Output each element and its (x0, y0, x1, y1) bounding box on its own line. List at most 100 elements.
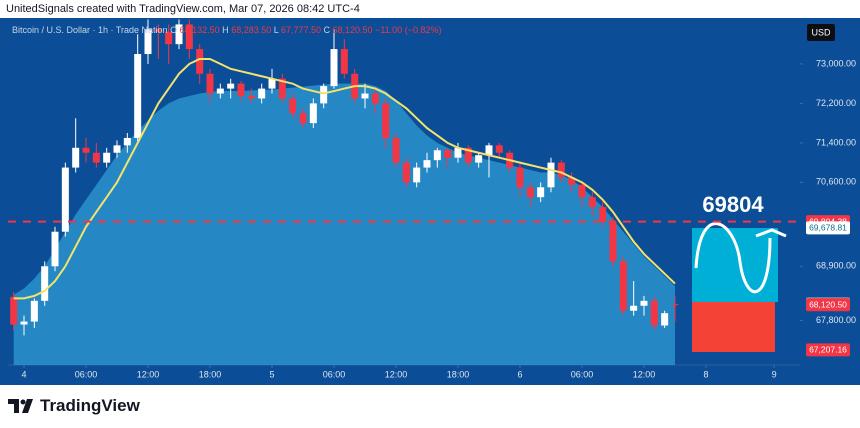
candle-body (196, 49, 204, 74)
legend-value: 68,283.50 (231, 25, 271, 35)
candle-body (289, 98, 297, 114)
candle-body (103, 152, 111, 163)
logo-text: TradingView (40, 396, 140, 415)
currency-label[interactable]: USD (811, 27, 831, 37)
legend-value: 68,120.50 (333, 25, 373, 35)
candle-body (433, 150, 441, 161)
forecast-curve (694, 222, 772, 294)
x-tick-label: 5 (269, 369, 274, 379)
candle-body (82, 147, 90, 153)
candle-body (165, 31, 173, 45)
legend-key: O (170, 25, 177, 35)
x-tick-label: 6 (517, 369, 522, 379)
moving-average (13, 57, 676, 300)
x-tick-label: 18:00 (447, 369, 470, 379)
stop-box (692, 302, 775, 352)
x-tick-label: 12:00 (137, 369, 160, 379)
logo-mark (8, 399, 33, 413)
candle-body (72, 147, 80, 168)
attribution: UnitedSignals created with TradingView.c… (6, 3, 360, 15)
candle-body (237, 83, 245, 96)
price-label-box (806, 221, 850, 235)
price-label-box (806, 343, 850, 357)
x-tick-label: 12:00 (633, 369, 656, 379)
candle-body (630, 305, 638, 311)
currency-button[interactable] (807, 24, 835, 41)
candle-body (475, 155, 483, 163)
y-tick-label: 70,600.00 (816, 177, 856, 187)
candle-body (154, 29, 162, 32)
candle-body (61, 167, 69, 232)
legend-key: C (324, 25, 331, 35)
candle-body (247, 95, 255, 99)
price-label: 68,120.50 (809, 300, 847, 310)
candle-body (113, 145, 121, 153)
candle-body (299, 113, 307, 124)
candle-body (361, 93, 369, 99)
candle-body (640, 300, 648, 306)
candle-body (20, 321, 28, 325)
candle-body (547, 162, 555, 188)
annotation: 69804 (702, 192, 764, 217)
candle-body (495, 145, 503, 153)
x-tick-label: 9 (772, 369, 777, 379)
candle-body (650, 300, 658, 326)
y-tick-label: 71,400.00 (816, 137, 856, 147)
candle-body (537, 187, 545, 198)
legend: Bitcoin / U.S. Dollar · 1h · Trade Natio… (12, 25, 441, 35)
logo: TradingView (8, 396, 140, 416)
price-label: 67,207.16 (809, 345, 847, 355)
candle-body (557, 162, 565, 178)
candle-body (619, 261, 627, 311)
candle-body (144, 29, 152, 55)
candle-body (671, 304, 679, 306)
x-tick-label: 18:00 (199, 369, 222, 379)
candle-body (526, 187, 534, 198)
candle-body (464, 147, 472, 163)
candle-body (578, 184, 586, 198)
candle-body (413, 167, 421, 183)
candle-body (227, 83, 235, 89)
legend-value: 67,777.50 (281, 25, 321, 35)
candle-body (485, 145, 493, 156)
legend-key: H (222, 25, 229, 35)
y-tick-label: 68,900.00 (816, 261, 856, 271)
candle-body (206, 73, 214, 94)
y-tick-label: 72,200.00 (816, 98, 856, 108)
legend-title: Bitcoin / U.S. Dollar · 1h · Trade Natio… (12, 25, 168, 35)
candle-body (10, 296, 18, 325)
candle-body (309, 103, 317, 124)
band-area (13, 83, 675, 365)
candle-body (371, 93, 379, 104)
candle-body (30, 300, 38, 322)
candle-body (268, 78, 276, 89)
candle-body (123, 137, 131, 146)
candle-body (402, 162, 410, 183)
legend-change: −11.00 (−0.82%) (375, 25, 441, 35)
candle-body (382, 103, 390, 138)
x-tick-label: 06:00 (571, 369, 594, 379)
candle-body (92, 152, 100, 163)
x-tick-label: 12:00 (385, 369, 408, 379)
y-tick-label: 73,000.00 (816, 58, 856, 68)
x-tick-label: 06:00 (75, 369, 98, 379)
legend-value: 68,132.50 (180, 25, 220, 35)
chart: 69804 Bitcoin / U.S. Dollar · 1h · Trade… (0, 18, 860, 385)
candle-body (392, 137, 400, 163)
candle-body (175, 24, 183, 45)
candle-body (278, 78, 286, 99)
y-tick-label: 67,800.00 (816, 315, 856, 325)
candle-body (661, 313, 669, 326)
forecast-arrowhead (755, 228, 787, 238)
candle-body (258, 88, 266, 99)
candle-body (444, 150, 452, 158)
candle-body (516, 167, 524, 188)
price-label: 69,678.81 (809, 223, 847, 233)
candle-body (609, 221, 617, 262)
candle-body (134, 54, 142, 138)
candle-body (599, 207, 607, 222)
price-label-box (806, 298, 850, 312)
x-tick-label: 4 (22, 369, 27, 379)
candle-body (320, 86, 328, 104)
